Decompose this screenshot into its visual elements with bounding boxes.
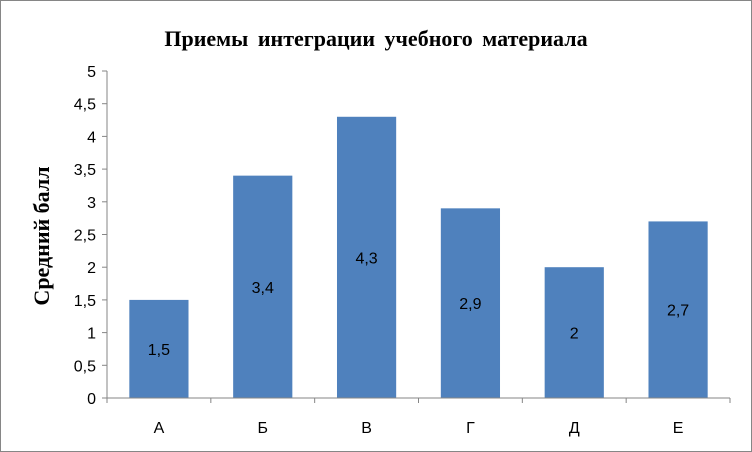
- bar-value-label: 4,3: [355, 250, 377, 267]
- x-category-label: Б: [258, 420, 269, 437]
- y-tick-label: 2: [87, 260, 96, 277]
- bar-value-label: 3,4: [252, 280, 274, 297]
- x-category-label: Г: [466, 420, 475, 437]
- x-category-label: А: [154, 420, 165, 437]
- y-tick-label: 4: [87, 129, 96, 146]
- y-tick-label: 3: [87, 195, 96, 212]
- bar-value-label: 1,5: [148, 342, 170, 359]
- bar: [440, 208, 501, 398]
- x-category-label: Е: [673, 420, 684, 437]
- y-tick-label: 1: [87, 326, 96, 343]
- bar: [336, 116, 397, 398]
- y-tick-label: 5: [87, 64, 96, 81]
- bar-value-label: 2,9: [459, 296, 481, 313]
- bar: [648, 221, 708, 398]
- y-tick-label: 0,5: [74, 358, 96, 375]
- y-tick-label: 1,5: [74, 293, 96, 310]
- bar: [544, 267, 604, 398]
- bar: [129, 299, 189, 398]
- y-tick-label: 2,5: [74, 228, 96, 245]
- y-tick-label: 0: [87, 391, 96, 408]
- y-tick-label: 4,5: [74, 97, 96, 114]
- bar-value-label: 2: [570, 326, 579, 343]
- chart-title: Приемы интеграции учебного материала: [164, 26, 588, 51]
- y-tick-label: 3,5: [74, 162, 96, 179]
- bar-value-label: 2,7: [667, 303, 689, 320]
- x-category-label: В: [361, 420, 372, 437]
- x-category-label: Д: [569, 420, 580, 437]
- bar: [233, 175, 293, 398]
